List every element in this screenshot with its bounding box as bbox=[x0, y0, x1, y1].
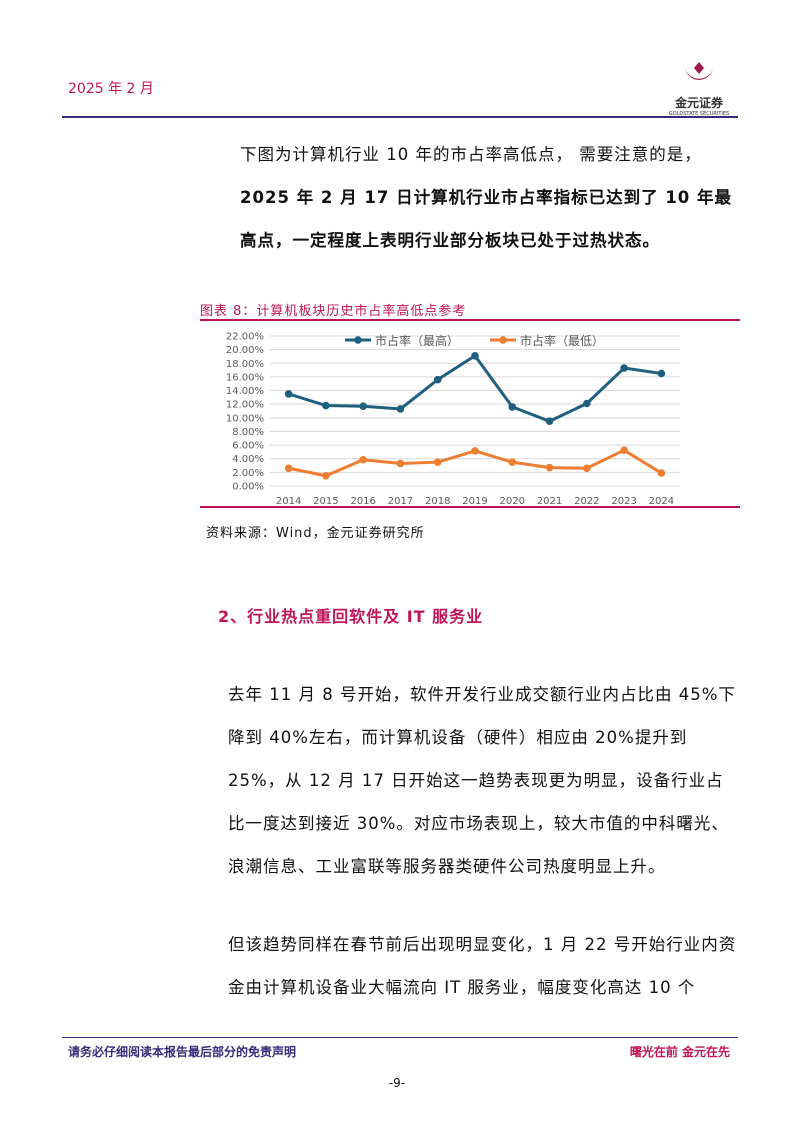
data-point bbox=[471, 447, 479, 455]
header-divider bbox=[62, 116, 738, 118]
y-tick-label: 14.00% bbox=[226, 386, 264, 397]
logo-name: 金元证券 bbox=[674, 96, 723, 110]
intro-text: 下图为计算机行业 10 年的市占率高低点， 需要注意的是， bbox=[240, 145, 702, 164]
data-point bbox=[359, 402, 367, 411]
intro-paragraph: 下图为计算机行业 10 年的市占率高低点， 需要注意的是， 2025 年 2 月 … bbox=[240, 133, 740, 262]
x-tick-label: 2017 bbox=[388, 496, 413, 506]
data-point bbox=[508, 403, 517, 411]
y-tick-label: 18.00% bbox=[226, 359, 264, 370]
y-tick-label: 4.00% bbox=[232, 454, 264, 465]
legend-marker bbox=[499, 336, 507, 344]
x-tick-label: 2023 bbox=[611, 496, 636, 506]
series-line bbox=[288, 353, 662, 423]
data-point bbox=[583, 464, 591, 473]
company-logo: 金元证券 GOLDSTATE SECURITIES bbox=[664, 58, 734, 117]
y-tick-label: 2.00% bbox=[232, 468, 264, 479]
data-point bbox=[583, 399, 591, 408]
intro-bold-text: 2025 年 2 月 17 日计算机行业市占率指标已达到了 10 年最高点，一定… bbox=[240, 188, 733, 250]
y-tick-label: 16.00% bbox=[226, 372, 264, 383]
data-point bbox=[657, 469, 666, 477]
y-tick-label: 10.00% bbox=[226, 413, 264, 424]
x-tick-label: 2021 bbox=[537, 496, 562, 506]
y-tick-label: 6.00% bbox=[232, 441, 264, 452]
x-tick-label: 2018 bbox=[425, 496, 450, 506]
data-point bbox=[284, 390, 293, 398]
y-tick-label: 0.00% bbox=[232, 482, 264, 493]
page-number: -9- bbox=[388, 1076, 406, 1090]
footer-disclaimer: 请务必仔细阅读本报告最后部分的免责声明 bbox=[68, 1045, 297, 1059]
x-tick-label: 2014 bbox=[276, 496, 301, 506]
data-point bbox=[545, 463, 554, 472]
data-point bbox=[508, 458, 517, 466]
data-point bbox=[620, 446, 628, 455]
data-point bbox=[657, 369, 666, 378]
x-tick-label: 2024 bbox=[649, 496, 674, 506]
logo-en: GOLDSTATE SECURITIES bbox=[668, 111, 730, 117]
y-tick-label: 22.00% bbox=[226, 332, 264, 343]
data-point bbox=[545, 417, 554, 426]
data-point bbox=[322, 401, 330, 410]
data-point bbox=[433, 375, 442, 384]
data-point bbox=[322, 471, 330, 480]
line-chart: 0.00% 2.00% 4.00% 6.00% 8.00% 10.00% 12.00% 14.… bbox=[226, 332, 680, 506]
legend-label: 市占率（最低） bbox=[520, 333, 604, 348]
data-point bbox=[433, 458, 442, 466]
data-point bbox=[359, 455, 367, 464]
y-tick-label: 20.00% bbox=[226, 345, 264, 356]
x-tick-label: 2016 bbox=[350, 496, 375, 506]
data-point bbox=[396, 405, 405, 413]
logo-icon bbox=[685, 62, 713, 80]
data-point bbox=[620, 364, 628, 372]
section-heading: 2、行业热点重回软件及 IT 服务业 bbox=[218, 607, 484, 626]
figure-top-rule bbox=[200, 319, 740, 321]
data-point bbox=[396, 459, 405, 468]
legend-marker bbox=[354, 336, 362, 344]
x-tick-label: 2020 bbox=[500, 496, 525, 506]
footer-slogan: 曙光在前 金元在先 bbox=[629, 1045, 730, 1059]
x-tick-label: 2022 bbox=[574, 496, 599, 506]
y-tick-label: 12.00% bbox=[226, 400, 264, 411]
y-tick-label: 8.00% bbox=[232, 427, 264, 438]
legend-label: 市占率（最高） bbox=[375, 333, 459, 348]
paragraph-2: 去年 11 月 8 号开始，软件开发行业成交额行业内占比由 45%下降到 40%… bbox=[228, 685, 736, 876]
figure-bottom-rule bbox=[200, 506, 740, 508]
paragraph-3: 但该趋势同样在春节前后出现明显变化，1 月 22 号开始行业内资金由计算机设备业… bbox=[228, 935, 737, 997]
figure-title: 图表 8：计算机板块历史市占率高低点参考 bbox=[200, 304, 467, 319]
footer-divider bbox=[62, 1037, 738, 1038]
header-date: 2025 年 2 月 bbox=[68, 81, 154, 97]
data-point bbox=[284, 464, 293, 473]
figure-source: 资料来源：Wind，金元证券研究所 bbox=[206, 526, 425, 541]
data-point bbox=[471, 351, 479, 360]
x-tick-label: 2019 bbox=[462, 496, 487, 506]
x-tick-label: 2015 bbox=[313, 496, 338, 506]
